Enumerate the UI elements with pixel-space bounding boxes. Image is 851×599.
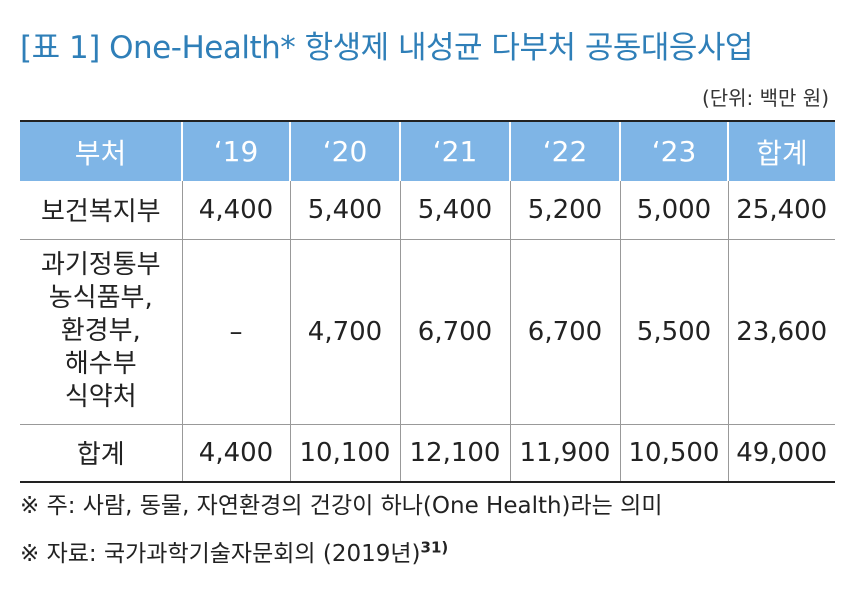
header-ministry: 부처 [20,120,182,181]
header-2023: ‘23 [619,120,728,181]
ministry-name: 과기정통부 [40,250,161,280]
ministry-name: 식약처 [64,382,137,412]
value-cell: 4,700 [289,239,400,425]
value-cell: 25,400 [727,181,835,240]
value-cell: 5,000 [619,181,728,240]
value-cell: 10,500 [619,424,728,483]
value-cell: 5,200 [509,181,620,240]
table-row: 보건복지부 4,400 5,400 5,400 5,200 5,000 25,4… [20,181,835,240]
table-title: [표 1] One-Health* 항생제 내성균 다부처 공동대응사업 [20,30,753,66]
value-cell: 12,100 [399,424,510,483]
table-row: 과기정통부 농식품부, 환경부, 해수부 식약처 – 4,700 6,700 6… [20,239,835,425]
value-cell: 4,400 [181,181,290,240]
value-cell: 23,600 [727,239,835,425]
ministry-name: 해수부 [64,349,137,379]
value-cell: – [181,239,290,425]
unit-label: (단위: 백만 원) [701,86,829,110]
row-ministry-cell: 보건복지부 [20,181,182,240]
value-cell: 5,400 [289,181,400,240]
row-ministry-cell: 과기정통부 농식품부, 환경부, 해수부 식약처 [20,239,182,425]
source-note: ※ 자료: 국가과학기술자문회의 (2019년)31) [20,534,448,568]
value-cell: 4,400 [181,424,290,483]
header-2020: ‘20 [289,120,400,181]
value-cell: 5,400 [399,181,510,240]
value-cell: 49,000 [727,424,835,483]
table-total-row: 합계 4,400 10,100 12,100 11,900 10,500 49,… [20,424,835,483]
header-total: 합계 [727,120,835,181]
ministry-name: 환경부, [60,316,141,346]
ministry-name: 농식품부, [48,283,153,313]
source-text: ※ 자료: 국가과학기술자문회의 (2019년) [20,541,421,567]
value-cell: 11,900 [509,424,620,483]
table-header-row: 부처 ‘19 ‘20 ‘21 ‘22 ‘23 합계 [20,120,835,181]
value-cell: 6,700 [509,239,620,425]
header-2021: ‘21 [399,120,510,181]
reference-number: 31) [420,538,449,557]
value-cell: 10,100 [289,424,400,483]
budget-table: 부처 ‘19 ‘20 ‘21 ‘22 ‘23 합계 보건복지부 4,400 5,… [20,120,835,483]
ministry-name: 보건복지부 [40,197,161,228]
value-cell: 5,500 [619,239,728,425]
row-ministry-cell: 합계 [20,424,182,483]
total-label: 합계 [76,440,125,471]
value-cell: 6,700 [399,239,510,425]
footnote: ※ 주: 사람, 동물, 자연환경의 건강이 하나(One Health)라는 … [20,493,663,519]
header-2022: ‘22 [509,120,620,181]
header-2019: ‘19 [181,120,290,181]
